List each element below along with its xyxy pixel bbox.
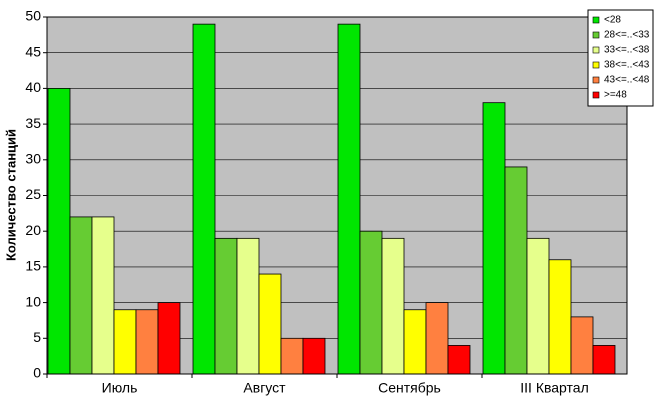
bar [570,316,594,375]
bar [381,237,405,375]
y-tick-label: 25 [25,186,41,202]
bar [236,237,260,375]
legend-label: 38<=..<43 [604,60,650,71]
y-tick-label: 30 [25,151,41,167]
bar [157,302,181,375]
legend-swatch [592,16,600,24]
y-tick-label: 15 [25,258,41,274]
bar [113,309,137,375]
legend-swatch [592,31,600,39]
bar [504,166,528,375]
x-tick-label: Август [243,380,286,396]
x-tick-label: Июль [102,380,138,396]
legend-label: 43<=..<48 [604,75,650,86]
y-axis-label: Количество станций [3,129,18,261]
bar [135,309,159,375]
y-tick-label: 40 [25,79,41,95]
bar [526,237,550,375]
bar [403,309,427,375]
bar [69,216,93,375]
bar [258,273,282,375]
bar [548,259,572,375]
y-tick-label: 35 [25,115,41,131]
y-tick-label: 20 [25,222,41,238]
bar [47,88,71,375]
legend-swatch [592,61,600,69]
y-tick-label: 45 [25,43,41,59]
y-tick-label: 10 [25,293,41,309]
x-tick-label: Сентябрь [378,380,441,396]
legend-label: >=48 [604,90,627,101]
y-tick-label: 50 [25,8,41,24]
bar [337,23,361,375]
legend: <28 28<=..<33 33<=..<38 38<=..<43 43<=..<48 >… [587,9,654,107]
legend-label: <28 [604,15,621,26]
bar [482,102,506,375]
bar [447,345,471,375]
bar [425,302,449,375]
x-tick-label: III Квартал [520,380,588,396]
legend-label: 28<=..<33 [604,30,650,41]
plot-border [46,16,628,375]
legend-label: 33<=..<38 [604,45,650,56]
legend-swatch [592,76,600,84]
y-tick-label: 5 [33,329,41,345]
y-tick-label: 0 [33,365,41,381]
bar [280,337,304,375]
legend-swatch [592,91,600,99]
legend-box [587,9,654,107]
bar [192,23,216,375]
bar [592,345,616,375]
bar [359,230,383,375]
bar [91,216,115,375]
bar [302,337,326,375]
bar [214,237,238,375]
legend-swatch [592,46,600,54]
